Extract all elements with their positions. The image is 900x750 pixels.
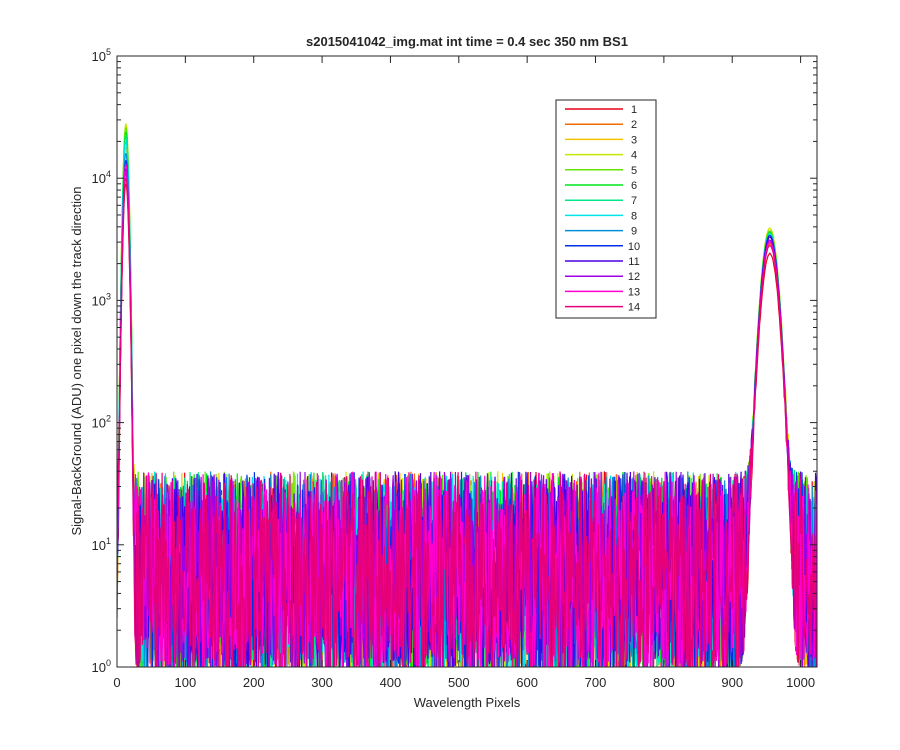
- x-tick-label: 800: [653, 675, 675, 690]
- legend-label: 6: [631, 180, 637, 192]
- legend-label: 5: [631, 165, 637, 177]
- legend-label: 9: [631, 226, 637, 238]
- y-tick-label: 101: [92, 536, 111, 553]
- x-tick-label: 400: [380, 675, 402, 690]
- chart-title: s2015041042_img.mat int time = 0.4 sec 3…: [306, 34, 628, 49]
- y-axis-label: Signal-BackGround (ADU) one pixel down t…: [69, 186, 84, 535]
- y-tick-label: 104: [92, 169, 111, 186]
- x-tick-label: 700: [585, 675, 607, 690]
- legend-label: 8: [631, 210, 637, 222]
- x-axis-label: Wavelength Pixels: [414, 695, 521, 710]
- legend-label: 12: [628, 271, 640, 283]
- y-tick-label: 100: [92, 658, 111, 675]
- legend-label: 14: [628, 302, 640, 314]
- x-axis: 0 100 200 300 400 500 600 700 800 900 1000: [113, 56, 815, 690]
- y-tick-label: 103: [92, 291, 111, 308]
- x-tick-label: 0: [113, 675, 120, 690]
- x-tick-label: 500: [448, 675, 470, 690]
- legend-label: 10: [628, 241, 640, 253]
- y-tick-label: 105: [92, 47, 111, 64]
- y-tick-label: 102: [92, 414, 111, 431]
- legend-label: 3: [631, 134, 637, 146]
- legend-box: [555, 99, 657, 319]
- legend-label: 13: [628, 286, 640, 298]
- series-layer: [117, 123, 817, 667]
- x-tick-label: 900: [721, 675, 743, 690]
- plot-area-frame: [116, 55, 818, 668]
- legend-label: 4: [631, 150, 637, 162]
- x-tick-label: 1000: [786, 675, 815, 690]
- x-tick-label: 100: [175, 675, 197, 690]
- legend-label: 11: [628, 256, 639, 268]
- legend-label: 2: [631, 119, 637, 131]
- series-line-14: [117, 178, 817, 667]
- x-tick-label: 300: [311, 675, 333, 690]
- x-tick-label: 600: [516, 675, 538, 690]
- x-tick-label: 200: [243, 675, 265, 690]
- legend-label: 1: [631, 104, 637, 116]
- legend-label: 7: [631, 195, 637, 207]
